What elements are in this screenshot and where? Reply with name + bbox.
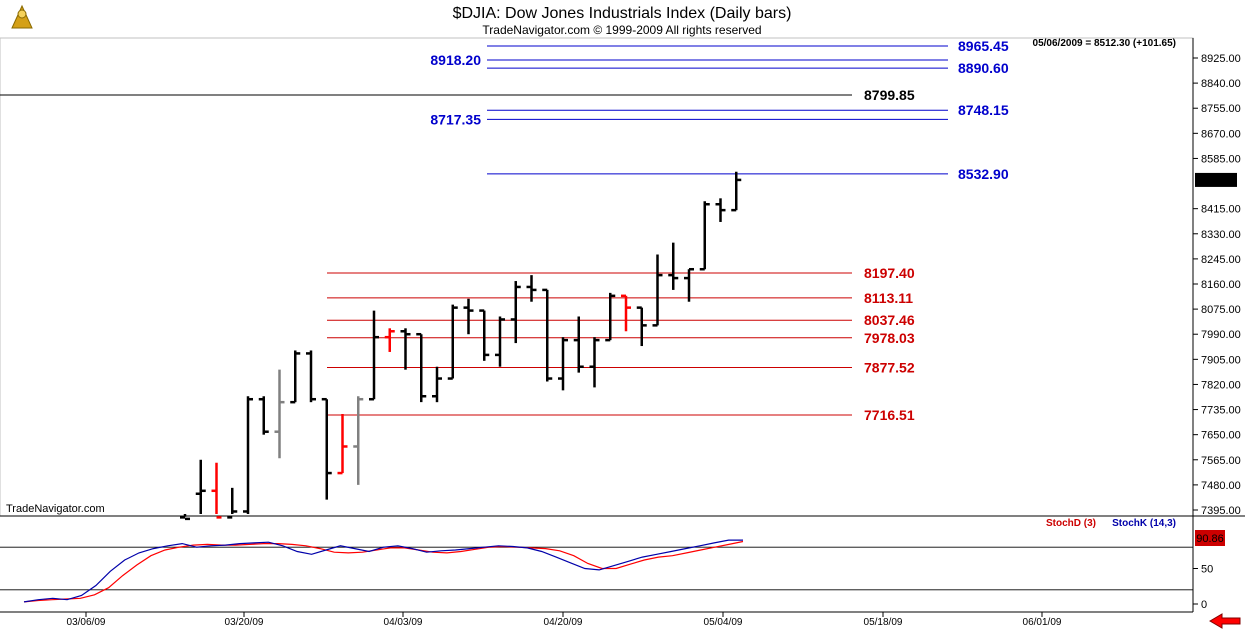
ohlc-bar	[400, 328, 411, 370]
stoch-last-label: 90.86	[1196, 533, 1224, 545]
ohlc-bar	[668, 242, 679, 290]
level-label: 8748.15	[958, 102, 1009, 118]
x-axis-ticks: 03/06/09 03/20/09 04/03/09 04/20/09 05/04/09…	[67, 612, 1062, 628]
ohlc-bar	[463, 298, 474, 335]
ohlc-bar	[731, 171, 742, 212]
price-tick-label: 8415.00	[1201, 204, 1241, 216]
price-panel-frame	[0, 37, 1194, 517]
last-quote-text: 05/06/2009 = 8512.30 (+101.65)	[1033, 38, 1176, 49]
ohlc-bar	[558, 337, 568, 391]
ohlc-bar	[227, 487, 238, 519]
ohlc-bar	[384, 328, 395, 352]
ohlc-bar	[321, 397, 332, 500]
ohlc-bar	[495, 316, 505, 367]
ohlc-bars	[180, 171, 742, 521]
ohlc-bar	[243, 396, 253, 514]
level-label: 7716.51	[864, 407, 915, 423]
level-label: 8037.46	[864, 312, 915, 328]
level-label: 8890.60	[958, 60, 1009, 76]
ohlc-bar	[306, 350, 316, 403]
ohlc-bar	[416, 332, 427, 403]
price-tick-label: 7395.00	[1201, 505, 1241, 517]
ohlc-bar	[605, 292, 616, 342]
ohlc-bar	[589, 337, 600, 388]
price-y-ticks: 8925.00 8840.00 8755.00 8670.00 8585.00 8415.…	[1193, 53, 1241, 517]
stoch-series-line	[23, 539, 743, 603]
ohlc-bar	[353, 396, 364, 485]
x-tick-label: 03/06/09	[67, 617, 106, 628]
price-tick-label: 8075.00	[1201, 304, 1241, 316]
copyright-text: TradeNavigator.com © 1999-2009 All right…	[482, 23, 761, 37]
price-tick-label: 8755.00	[1201, 103, 1241, 115]
stochK-legend: StochK (14,3)	[1112, 518, 1176, 529]
level-label: 8965.45	[958, 38, 1009, 54]
ohlc-bar	[369, 310, 379, 401]
stoch-grid	[0, 546, 1193, 591]
x-tick-label: 05/18/09	[864, 617, 903, 628]
trade-navigator-logo	[8, 4, 36, 30]
level-label: 8197.40	[864, 265, 915, 281]
ohlc-bar	[699, 201, 710, 271]
scroll-arrow-icon[interactable]	[1209, 613, 1241, 629]
price-levels: 8965.45 8918.20 8890.60 8799.85 8748.15 8717.…	[0, 38, 1009, 423]
stoch-tick-label: 0	[1201, 599, 1207, 611]
price-tick-label: 7650.00	[1201, 430, 1241, 442]
level-label: 7877.52	[864, 359, 915, 375]
ohlc-bar	[432, 366, 442, 403]
price-tick-label: 7820.00	[1201, 379, 1241, 391]
stoch-tick-label: 50	[1201, 564, 1213, 576]
level-label: 8717.35	[430, 111, 481, 127]
level-label: 8532.90	[958, 166, 1009, 182]
stoch-last-marker: 90.86	[1195, 530, 1225, 546]
ohlc-bar	[290, 350, 301, 404]
level-label: 8918.20	[430, 52, 481, 68]
ohlc-bar	[274, 369, 285, 459]
x-tick-label: 05/04/09	[704, 617, 743, 628]
price-tick-label: 8160.00	[1201, 279, 1241, 291]
ohlc-bar	[479, 309, 490, 361]
ohlc-bar	[180, 514, 190, 521]
chart-title: $DJIA: Dow Jones Industrials Index (Dail…	[453, 5, 792, 22]
price-tick-label: 8330.00	[1201, 229, 1241, 241]
ohlc-bar	[447, 304, 458, 380]
price-tick-label: 7990.00	[1201, 329, 1241, 341]
x-tick-label: 04/03/09	[384, 617, 423, 628]
ohlc-bar	[258, 396, 269, 435]
ohlc-bar	[652, 254, 663, 327]
ohlc-bar	[573, 316, 584, 373]
ohlc-bar	[211, 462, 222, 519]
ohlc-bar	[526, 275, 537, 302]
price-tick-label: 7735.00	[1201, 405, 1241, 417]
level-label: 7978.03	[864, 330, 915, 346]
last-price-marker: 8512.30	[1195, 172, 1237, 187]
x-tick-label: 03/20/09	[225, 617, 264, 628]
last-price-label: 8512.30	[1196, 175, 1236, 187]
ohlc-bar	[542, 288, 553, 382]
price-tick-label: 8925.00	[1201, 53, 1241, 65]
stochD-legend: StochD (3)	[1046, 518, 1096, 529]
price-tick-label: 8670.00	[1201, 128, 1241, 140]
ohlc-bar	[195, 459, 206, 514]
price-tick-label: 7565.00	[1201, 455, 1241, 467]
price-tick-label: 8245.00	[1201, 254, 1241, 266]
ohlc-bar	[684, 267, 694, 302]
price-tick-label: 8840.00	[1201, 78, 1241, 90]
ohlc-bar	[621, 294, 631, 332]
ohlc-bar	[337, 413, 348, 475]
brand-text: TradeNavigator.com	[6, 503, 105, 515]
stoch-lines	[23, 539, 744, 603]
ohlc-bar	[510, 281, 521, 344]
ohlc-bar	[715, 198, 726, 222]
level-label: 8799.85	[864, 87, 915, 103]
price-tick-label: 7905.00	[1201, 354, 1241, 366]
level-label: 8113.11	[864, 290, 913, 306]
x-tick-label: 04/20/09	[544, 617, 583, 628]
price-tick-label: 8585.00	[1201, 153, 1241, 165]
stoch-series-line	[23, 540, 744, 603]
stoch-y-ticks: 50 0	[1193, 564, 1213, 611]
price-tick-label: 7480.00	[1201, 480, 1241, 492]
x-tick-label: 06/01/09	[1023, 617, 1062, 628]
ohlc-bar	[636, 306, 647, 347]
